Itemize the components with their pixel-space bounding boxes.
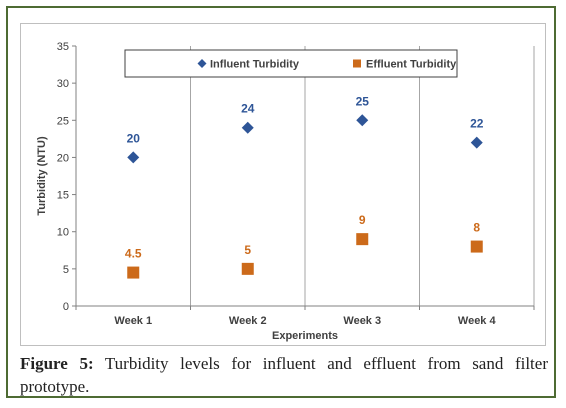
data-point-effluent [127,266,140,279]
data-label-effluent: 5 [244,243,251,257]
caption-text: Turbidity levels for influent and efflue… [20,354,548,396]
x-tick-label: Week 3 [343,315,381,327]
y-tick-label: 15 [57,190,69,202]
legend-marker-effluent [353,59,361,68]
y-axis-title: Turbidity (NTU) [36,136,48,216]
data-label-effluent: 9 [359,213,366,227]
data-label-influent: 22 [470,117,484,131]
data-point-influent [470,136,483,149]
x-tick-label: Week 2 [229,315,267,327]
y-tick-label: 25 [57,115,69,127]
data-label-influent: 25 [356,94,370,108]
y-tick-label: 0 [63,301,69,313]
y-tick-label: 30 [57,78,69,90]
chart-area: 0 5 10 15 20 25 30 35 Week 1 Week 2 Week 3 Week 4 Ex… [20,23,546,346]
x-axis-title: Experiments [272,330,338,342]
legend-label-effluent: Effluent Turbidity [366,59,457,71]
legend-box [124,49,458,78]
x-tick-label: Week 4 [458,315,497,327]
data-point-effluent [356,233,369,246]
data-point-effluent [470,240,483,253]
y-tick-label: 5 [63,264,69,276]
data-point-influent [241,121,254,134]
figure-caption: Figure 5: Turbidity levels for influent … [20,352,548,398]
y-tick-label: 35 [57,41,69,53]
data-label-effluent: 8 [473,221,480,235]
x-tick-label: Week 1 [114,315,152,327]
data-point-effluent [241,262,254,275]
figure-label: Figure 5: [20,354,94,373]
data-label-influent: 24 [241,102,255,116]
y-tick-label: 10 [57,227,69,239]
figure-frame: 0 5 10 15 20 25 30 35 Week 1 Week 2 Week 3 Week 4 Ex… [6,6,556,398]
y-tick-label: 20 [57,152,69,164]
data-label-influent: 20 [127,131,141,145]
scatter-chart: 0 5 10 15 20 25 30 35 Week 1 Week 2 Week 3 Week 4 Ex… [36,41,535,342]
legend-label-influent: Influent Turbidity [210,59,300,71]
legend-marker-influent [197,59,207,68]
data-label-effluent: 4.5 [125,247,142,261]
data-point-influent [127,151,140,164]
data-point-influent [356,114,369,127]
